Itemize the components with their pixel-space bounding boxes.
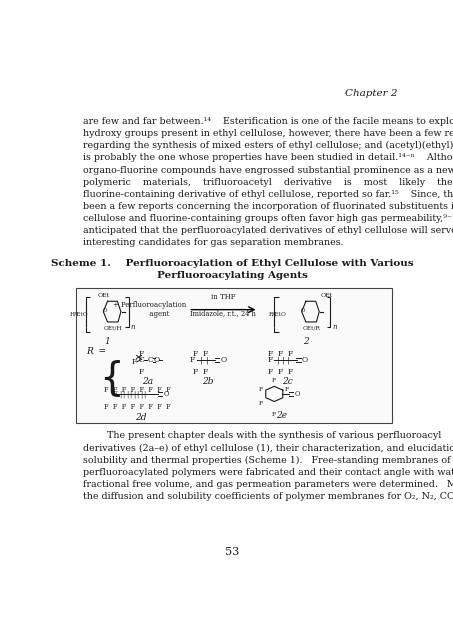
Text: 53: 53 [225,547,239,557]
Text: |: | [277,356,280,364]
Text: hydroxy groups present in ethyl cellulose, however, there have been a few report: hydroxy groups present in ethyl cellulos… [83,129,453,138]
Text: |: | [123,390,125,399]
Text: F  F  F: F F F [268,349,293,358]
Text: R/EtO: R/EtO [269,312,287,317]
Text: Imidazole, r.t., 24 h: Imidazole, r.t., 24 h [190,310,256,317]
Text: fluorine-containing derivative of ethyl cellulose, reported so far.¹⁵    Since, : fluorine-containing derivative of ethyl … [83,189,453,198]
Text: 2e: 2e [276,411,287,420]
Text: is probably the one whose properties have been studied in detail.¹⁴⁻ⁿ    Althoug: is probably the one whose properties hav… [83,154,453,163]
Text: F  F  F  F  F  F  F  F: F F F F F F F F [104,403,171,411]
Text: F: F [139,368,144,376]
Text: F  F  F: F F F [268,368,293,376]
Text: Perfluoroacylating Agents: Perfluoroacylating Agents [157,271,308,280]
Text: the diffusion and solubility coefficients of polymer membranes for O₂, N₂, CO₂, : the diffusion and solubility coefficient… [83,492,453,500]
Text: 2b: 2b [202,377,213,386]
Text: 1: 1 [105,337,111,346]
Text: are few and far between.¹⁴    Esterification is one of the facile means to explo: are few and far between.¹⁴ Esterificatio… [83,117,453,126]
Text: The present chapter deals with the synthesis of various perfluoroacyl: The present chapter deals with the synth… [83,431,441,440]
Text: F: F [272,378,276,383]
Text: fractional free volume, and gas permeation parameters were determined.   Moreove: fractional free volume, and gas permeati… [83,479,453,489]
Text: OEt/R: OEt/R [302,326,320,331]
Text: organo-fluorine compounds have engrossed substantial prominence as a new class o: organo-fluorine compounds have engrossed… [83,166,453,175]
Text: H/EtO: H/EtO [70,312,88,317]
Text: O: O [164,390,169,399]
Text: O: O [294,390,300,398]
Text: been a few reports concerning the incorporation of fluorinated substituents into: been a few reports concerning the incorp… [83,202,453,211]
Text: 2: 2 [303,337,309,346]
Text: O: O [301,308,305,313]
Text: |: | [206,356,208,364]
Text: Chapter 2: Chapter 2 [345,89,397,98]
Text: |: | [140,390,142,399]
Text: F: F [272,412,276,417]
Text: F: F [267,356,273,364]
Text: anticipated that the perfluoroacylated derivatives of ethyl cellulose will serve: anticipated that the perfluoroacylated d… [83,226,453,235]
Text: n: n [332,323,337,332]
Text: |: | [282,356,285,364]
Text: |: | [287,356,290,364]
Text: in THF: in THF [211,292,236,301]
Text: OEt/H: OEt/H [103,326,122,331]
Text: O: O [102,308,107,313]
Text: |: | [137,390,139,399]
Text: 2a: 2a [142,377,154,386]
Text: {: { [99,358,123,397]
Text: F: F [259,387,263,392]
Text: C: C [139,356,145,364]
Text: F: F [190,356,195,364]
Text: F: F [259,401,263,406]
Text: Scheme 1.    Perfluoroacylation of Ethyl Cellulose with Various: Scheme 1. Perfluoroacylation of Ethyl Ce… [51,259,414,268]
Text: F: F [285,387,289,392]
Text: 2d: 2d [135,413,147,422]
Text: OEt: OEt [321,293,333,298]
Text: F: F [139,349,144,358]
Text: derivatives (2a–e) of ethyl cellulose (1), their characterization, and elucidati: derivatives (2a–e) of ethyl cellulose (1… [83,444,453,452]
Text: |: | [130,390,132,399]
Text: |: | [126,390,128,399]
Text: |: | [144,390,146,399]
Text: polymeric    materials,    trifluoroacetyl    derivative    is    most    likely: polymeric materials, trifluoroacetyl der… [83,177,453,187]
Text: solubility and thermal properties (Scheme 1).   Free-standing membranes of the: solubility and thermal properties (Schem… [83,456,453,465]
Text: |: | [133,390,135,399]
Text: + Perfluoroacylation
         agent: + Perfluoroacylation agent [113,301,186,318]
Text: C: C [148,356,154,364]
Text: F  F: F F [193,368,208,376]
Text: R  =: R = [87,347,106,356]
Text: regarding the synthesis of mixed esters of ethyl cellulose; and (acetyl)(ethyl) : regarding the synthesis of mixed esters … [83,141,453,150]
Text: cellulose and fluorine-containing groups often favor high gas permeability,⁹⁻¹³ : cellulose and fluorine-containing groups… [83,214,453,223]
Text: perfluoroacylated polymers were fabricated and their contact angle with water, d: perfluoroacylated polymers were fabricat… [83,468,453,477]
Text: O: O [220,356,226,364]
Text: O: O [154,356,160,364]
Text: interesting candidates for gas separation membranes.: interesting candidates for gas separatio… [83,238,343,247]
Text: F: F [131,358,136,367]
Bar [76,288,392,424]
Text: 2c: 2c [282,377,293,386]
Text: F: F [112,390,117,399]
Text: OEt: OEt [98,293,110,298]
Text: |: | [119,390,121,399]
Text: |: | [200,356,202,364]
Text: n: n [130,323,135,332]
Text: O: O [302,356,308,364]
Text: F  F: F F [193,349,208,358]
Text: F  F  F  F  F  F  F  F: F F F F F F F F [104,385,171,394]
